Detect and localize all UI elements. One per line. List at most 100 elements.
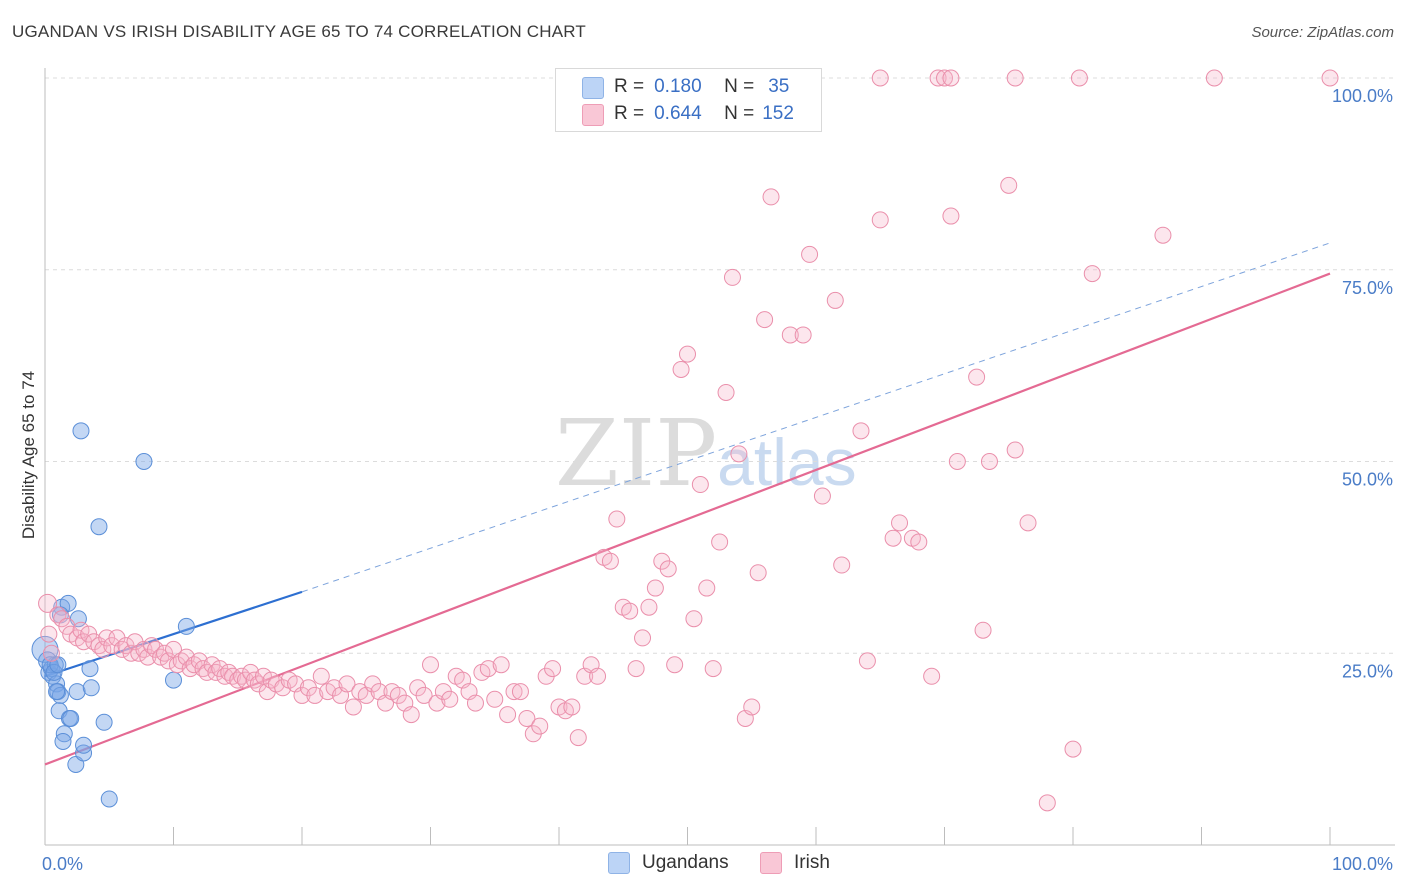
irish-point <box>1019 514 1037 532</box>
irish-point <box>858 652 876 670</box>
irish-point <box>627 660 645 678</box>
irish-point <box>415 686 433 704</box>
irish-point <box>833 556 851 574</box>
irish-point <box>659 560 677 578</box>
irish-point <box>756 311 774 329</box>
irish-point <box>640 598 658 616</box>
y-tick-label: 50.0% <box>1342 470 1393 490</box>
irish-point <box>589 667 607 685</box>
bottom-legend-label-ugandans: Ugandans <box>642 852 729 873</box>
irish-point <box>608 510 626 528</box>
irish-point <box>884 529 902 547</box>
irish-point <box>338 675 356 693</box>
bottom-legend-label-irish: Irish <box>794 852 830 873</box>
legend-r-value: 0.180 <box>654 76 702 97</box>
legend-r-label: R = <box>614 103 645 124</box>
axes <box>44 68 1395 846</box>
legend: R = 0.180 N = 35 R = 0.644 N = 152 <box>555 68 822 132</box>
bottom-legend-ugandans: Ugandans <box>608 852 729 874</box>
irish-point <box>42 644 60 662</box>
ugandan-point <box>45 663 63 681</box>
ugandan-point <box>81 660 99 678</box>
irish-point <box>466 694 484 712</box>
irish-point <box>942 207 960 225</box>
irish-point <box>486 690 504 708</box>
irish-point <box>1321 69 1339 87</box>
irish-point <box>441 690 459 708</box>
irish-point <box>646 579 664 597</box>
irish-point <box>492 656 510 674</box>
bottom-legend-irish: Irish <box>760 852 830 874</box>
y-tick-label: 25.0% <box>1342 661 1393 681</box>
legend-row-ugandans: R = 0.180 N = 35 <box>582 74 789 100</box>
irish-point <box>923 667 941 685</box>
irish-point <box>1154 226 1172 244</box>
irish-point <box>479 660 497 678</box>
irish-point <box>38 593 58 613</box>
legend-n-label: N = <box>724 103 755 124</box>
irish-point <box>948 453 966 470</box>
watermark-zip: ZIP <box>555 400 718 507</box>
legend-n-value: 152 <box>762 103 794 124</box>
irish-point <box>794 326 812 344</box>
irish-point <box>499 706 517 724</box>
irish-point <box>942 69 960 87</box>
y-tick-label: 75.0% <box>1342 278 1393 298</box>
irish-point <box>891 514 909 532</box>
grid-lines <box>45 77 1395 654</box>
y-tick-label: 100.0% <box>1332 86 1393 106</box>
irish-point <box>852 422 870 440</box>
irish-point <box>621 602 639 620</box>
ugandan-point <box>62 709 80 727</box>
irish-point <box>910 533 928 551</box>
irish-point <box>679 345 696 363</box>
ugandan-point <box>75 736 93 754</box>
irish-point <box>402 706 420 724</box>
irish-point <box>685 610 703 628</box>
irish-point <box>511 683 529 701</box>
source-credit: Source: ZipAtlas.com <box>1251 24 1394 41</box>
ugandan-trend-line <box>44 590 303 678</box>
bottom-legend-swatch-ugandans <box>608 852 630 874</box>
irish-point <box>749 564 767 582</box>
irish-point <box>929 69 947 87</box>
irish-point <box>723 268 741 286</box>
irish-point <box>634 629 652 647</box>
irish-point <box>968 368 986 386</box>
irish-point <box>980 453 998 470</box>
x-tick-label: 0.0% <box>42 854 83 874</box>
legend-row-irish: R = 0.644 N = 152 <box>582 101 794 127</box>
legend-swatch-ugandans <box>582 77 604 99</box>
ugandan-point <box>82 679 100 697</box>
bottom-legend: Ugandans Irish <box>0 852 1406 878</box>
irish-point <box>1205 69 1223 87</box>
irish-point <box>974 621 992 639</box>
x-tick-label: 100.0% <box>1332 854 1393 874</box>
legend-n-value: 35 <box>768 76 790 97</box>
irish-point <box>1038 794 1056 812</box>
ugandan-point <box>48 683 66 701</box>
zipatlas-watermark: ZIPatlas <box>555 400 857 507</box>
ugandan-point <box>90 518 108 536</box>
bottom-legend-swatch-irish <box>760 852 782 874</box>
tick-labels: 25.0% 50.0% 75.0% 100.0% 0.0% 100.0% <box>42 86 1393 874</box>
irish-point <box>871 211 889 229</box>
ugandan-point <box>95 713 113 731</box>
irish-point <box>544 660 562 678</box>
ugandan-trend-extension <box>301 242 1331 593</box>
ugandan-point <box>72 422 90 440</box>
legend-r-label: R = <box>614 76 645 97</box>
irish-point <box>306 686 324 704</box>
irish-point <box>1064 740 1082 758</box>
irish-point <box>1000 176 1018 194</box>
irish-point <box>1006 441 1024 459</box>
irish-point <box>531 717 549 735</box>
irish-point <box>743 698 761 716</box>
irish-point <box>312 667 330 685</box>
irish-point <box>518 709 536 727</box>
irish-point <box>601 552 619 570</box>
irish-point <box>563 698 581 716</box>
legend-swatch-irish <box>582 104 604 126</box>
irish-point <box>730 445 748 463</box>
irish-point <box>569 729 587 747</box>
